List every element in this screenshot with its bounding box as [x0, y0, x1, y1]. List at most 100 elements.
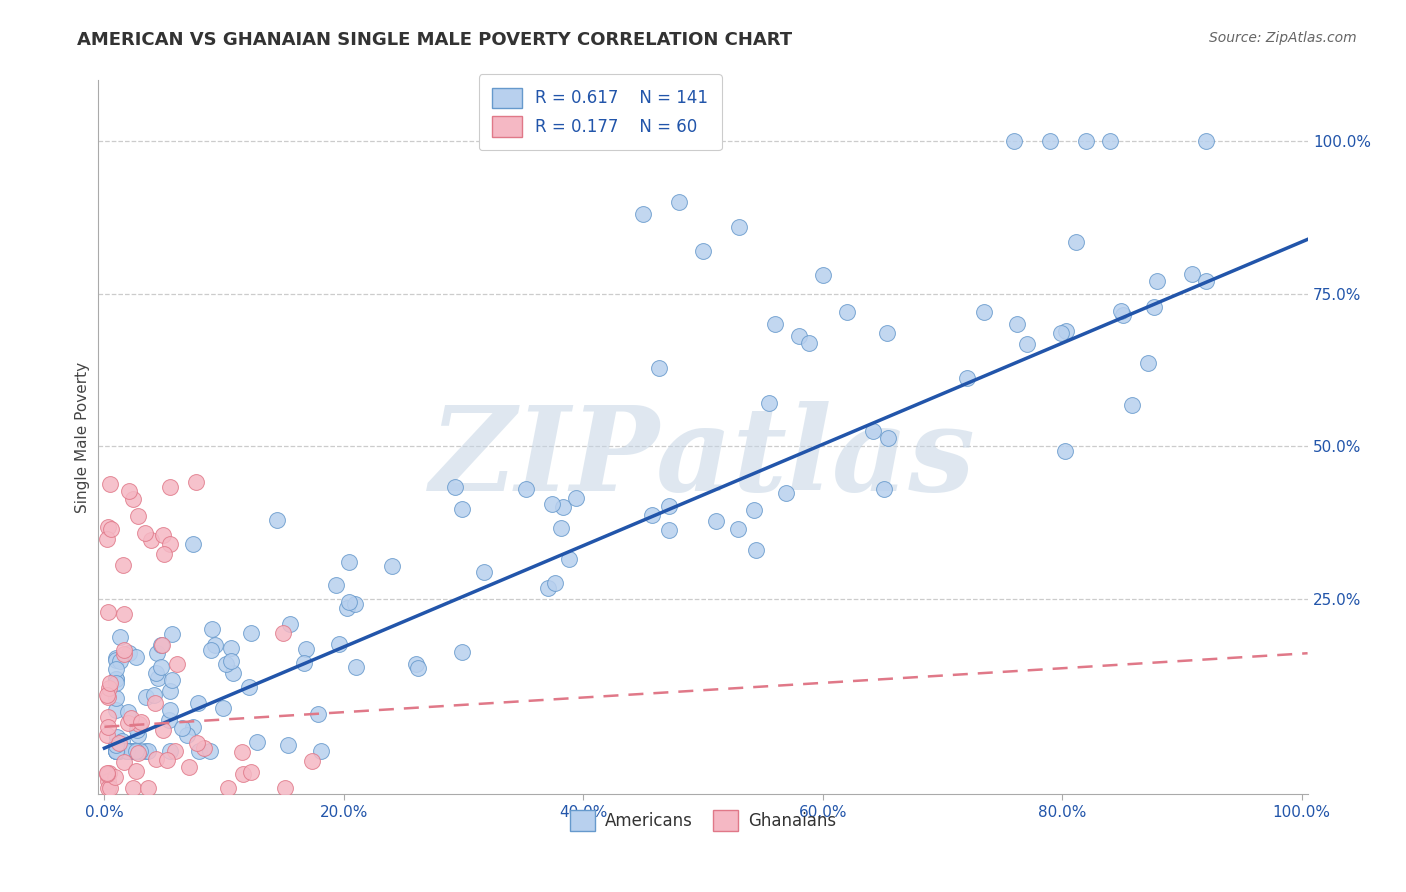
Point	[96, 688, 118, 702]
Point	[176, 728, 198, 742]
Point	[159, 480, 181, 494]
Point	[309, 744, 332, 758]
Point	[565, 491, 588, 506]
Point	[1050, 326, 1073, 341]
Point	[152, 723, 174, 738]
Point	[277, 738, 299, 752]
Point	[877, 431, 900, 445]
Point	[658, 499, 681, 513]
Point	[105, 744, 128, 758]
Point	[108, 744, 131, 758]
Point	[1099, 134, 1122, 148]
Point	[1181, 267, 1204, 281]
Point	[956, 370, 979, 384]
Point	[105, 653, 128, 667]
Point	[266, 513, 288, 527]
Point	[159, 537, 181, 551]
Point	[217, 780, 239, 795]
Point	[763, 318, 786, 332]
Point	[141, 533, 163, 547]
Point	[110, 734, 132, 748]
Point	[146, 646, 169, 660]
Point	[787, 329, 810, 343]
Point	[1195, 274, 1218, 288]
Point	[328, 637, 350, 651]
Point	[540, 497, 562, 511]
Point	[96, 767, 118, 781]
Point	[181, 720, 204, 734]
Point	[98, 780, 121, 795]
Point	[105, 662, 128, 676]
Point	[876, 326, 898, 340]
Point	[118, 744, 141, 758]
Point	[232, 767, 254, 781]
Point	[125, 744, 148, 758]
Point	[105, 703, 128, 717]
Point	[153, 547, 176, 561]
Point	[648, 361, 671, 376]
Point	[193, 741, 215, 756]
Point	[105, 672, 128, 686]
Point	[118, 483, 141, 498]
Point	[108, 654, 131, 668]
Point	[405, 657, 427, 671]
Point	[835, 305, 858, 319]
Point	[344, 660, 367, 674]
Point	[1143, 300, 1166, 314]
Point	[112, 755, 135, 769]
Point	[238, 680, 260, 694]
Point	[1002, 134, 1025, 148]
Point	[200, 744, 222, 758]
Point	[152, 528, 174, 542]
Text: Source: ZipAtlas.com: Source: ZipAtlas.com	[1209, 31, 1357, 45]
Point	[135, 690, 157, 704]
Point	[811, 268, 834, 283]
Point	[97, 710, 120, 724]
Point	[120, 744, 142, 758]
Point	[163, 744, 186, 758]
Point	[550, 521, 572, 535]
Point	[1017, 337, 1039, 351]
Point	[145, 752, 167, 766]
Point	[246, 735, 269, 749]
Point	[127, 723, 149, 737]
Point	[98, 681, 121, 696]
Point	[125, 764, 148, 778]
Point	[122, 492, 145, 507]
Point	[231, 745, 253, 759]
Point	[97, 720, 120, 734]
Point	[450, 644, 472, 658]
Point	[129, 714, 152, 729]
Point	[127, 728, 149, 742]
Point	[278, 617, 301, 632]
Point	[150, 638, 173, 652]
Point	[115, 744, 138, 758]
Point	[1064, 235, 1087, 249]
Point	[97, 690, 120, 704]
Point	[274, 780, 297, 795]
Point	[142, 688, 165, 702]
Point	[149, 660, 172, 674]
Point	[146, 672, 169, 686]
Point	[97, 765, 120, 780]
Point	[295, 642, 318, 657]
Point	[127, 746, 149, 760]
Point	[105, 744, 128, 758]
Point	[105, 691, 128, 706]
Point	[118, 646, 141, 660]
Point	[745, 543, 768, 558]
Text: AMERICAN VS GHANAIAN SINGLE MALE POVERTY CORRELATION CHART: AMERICAN VS GHANAIAN SINGLE MALE POVERTY…	[77, 31, 793, 49]
Point	[219, 640, 242, 655]
Point	[100, 522, 122, 536]
Point	[105, 651, 128, 665]
Point	[1054, 324, 1077, 338]
Point	[472, 565, 495, 579]
Point	[105, 738, 128, 752]
Point	[117, 715, 139, 730]
Point	[107, 736, 129, 750]
Point	[704, 514, 727, 528]
Point	[128, 744, 150, 758]
Point	[215, 657, 238, 671]
Point	[97, 780, 120, 795]
Point	[112, 607, 135, 621]
